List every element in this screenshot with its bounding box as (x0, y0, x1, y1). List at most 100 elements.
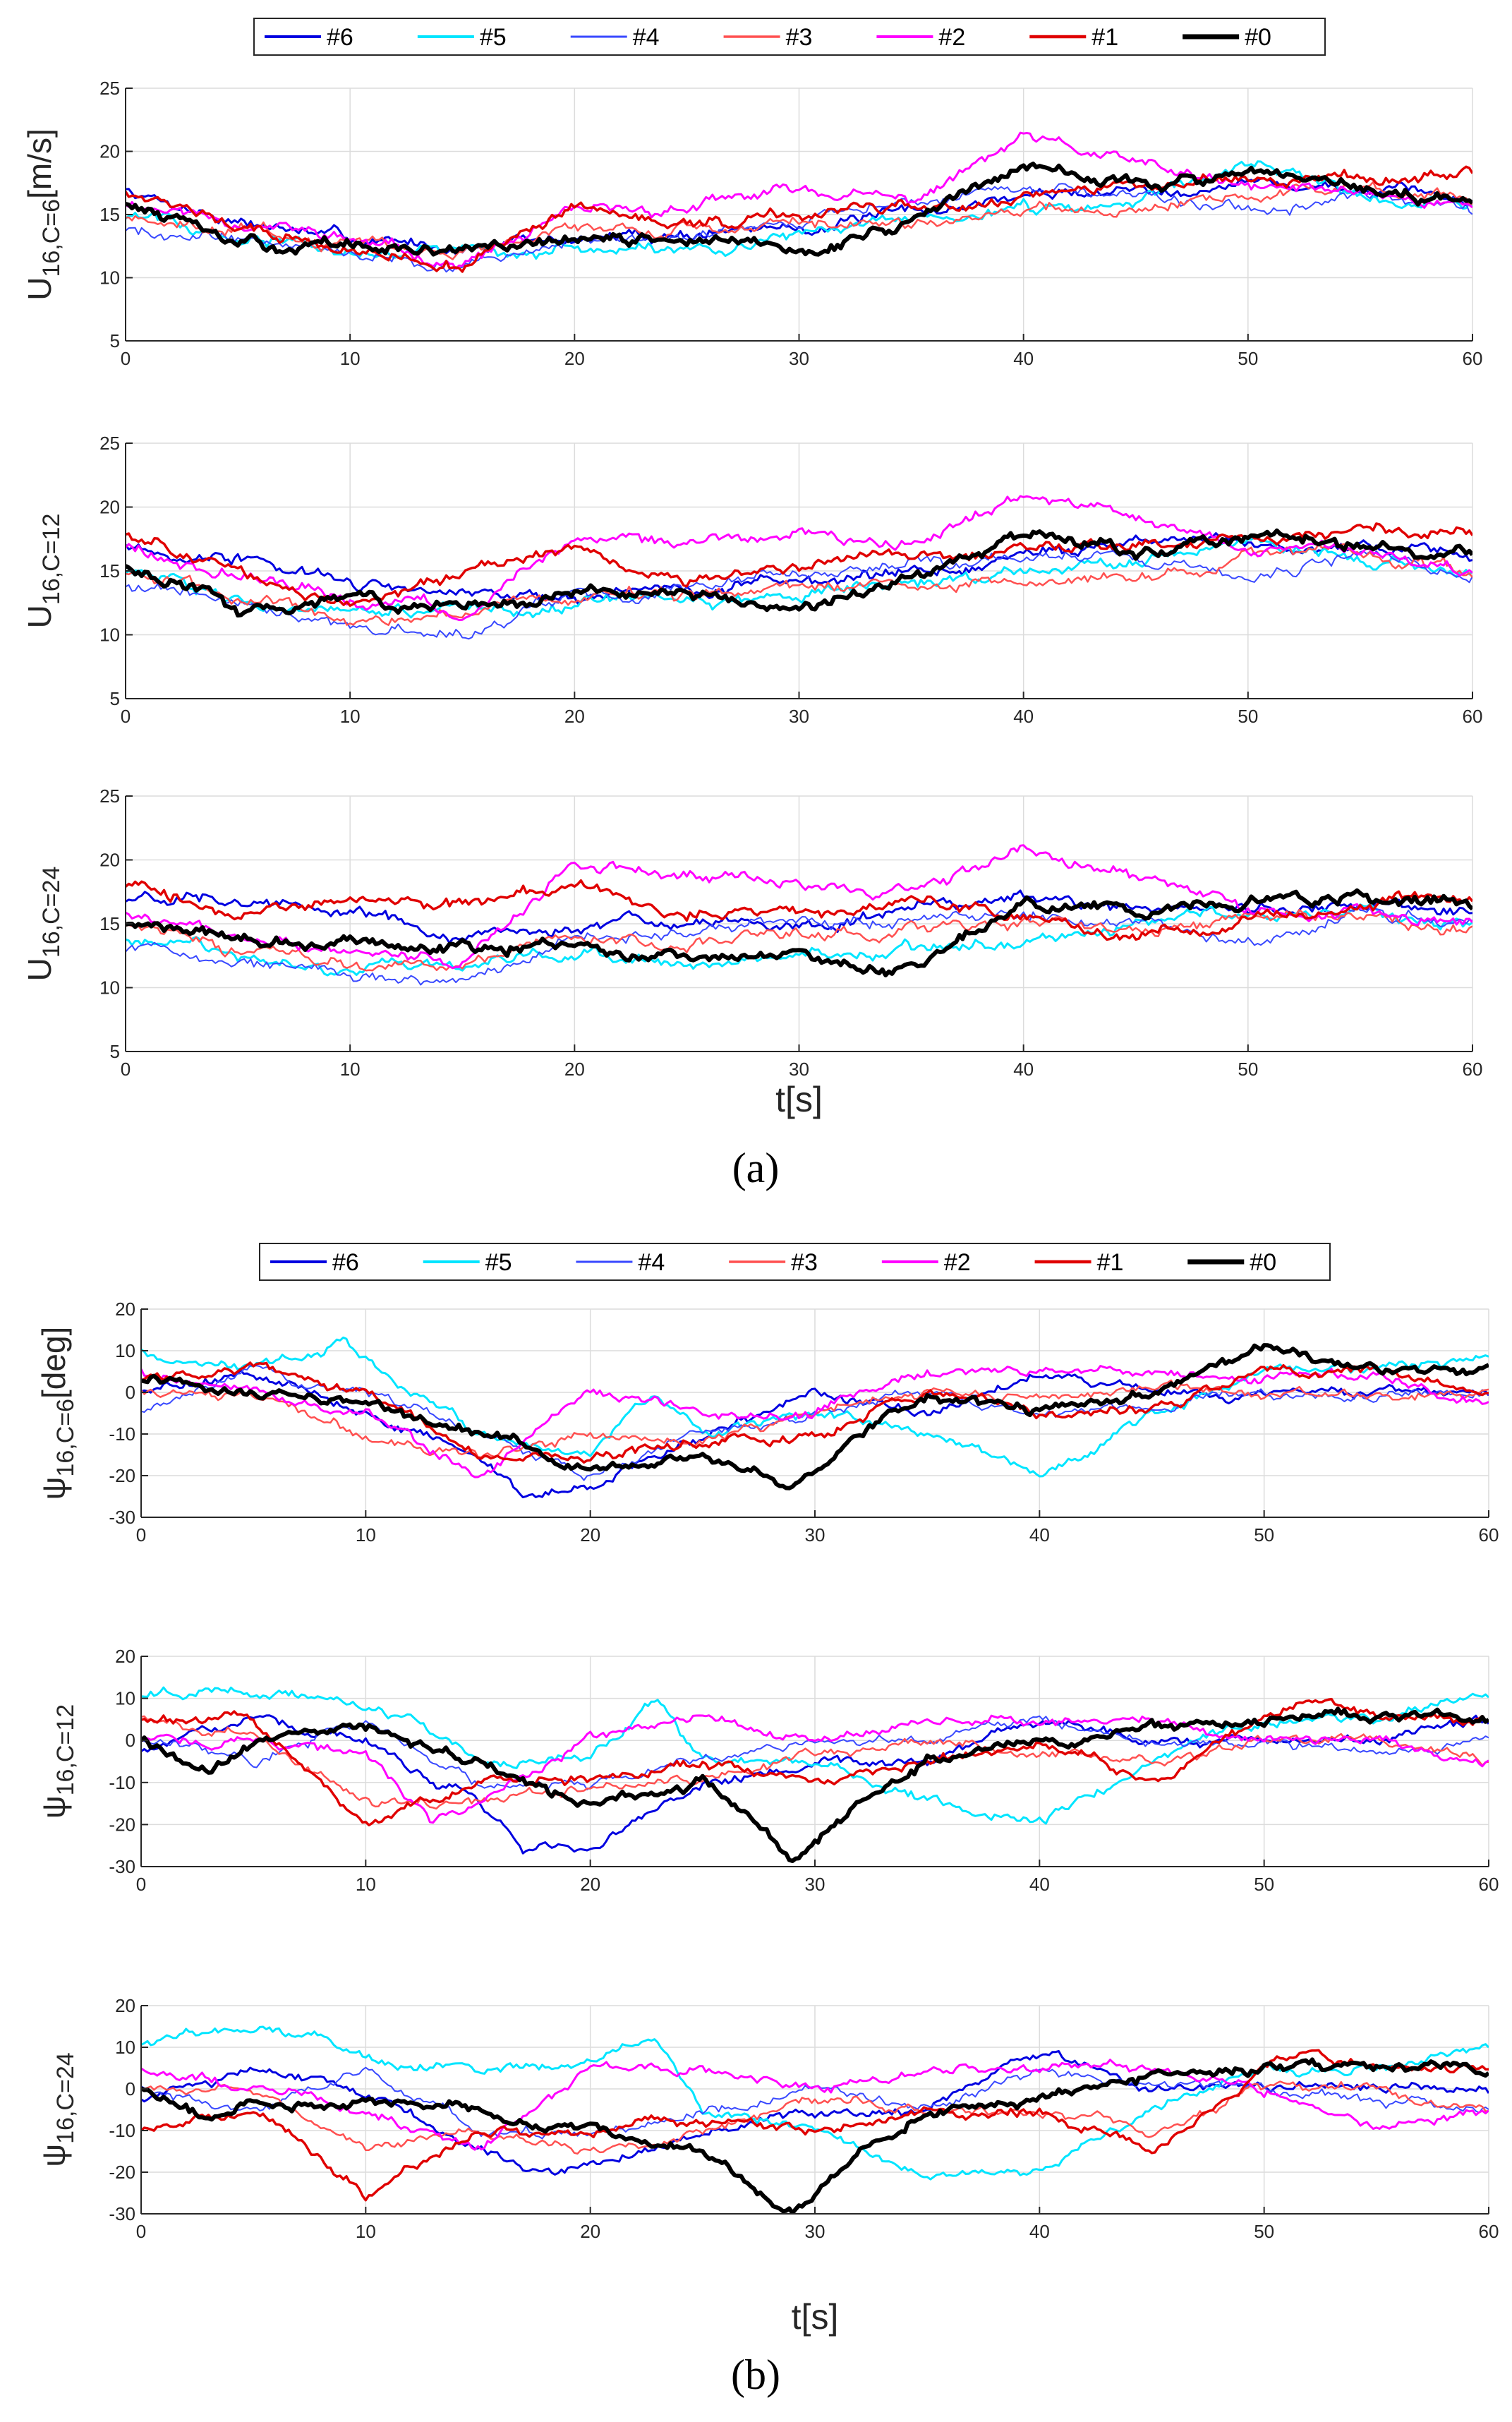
series-line (126, 532, 1472, 605)
y-axis-label-subscript: 16,C=24 (52, 2052, 79, 2144)
x-tick-label: 30 (789, 1059, 809, 1080)
x-tick-label: 60 (1463, 1059, 1483, 1080)
series-line (126, 879, 1472, 941)
y-tick-label: 20 (99, 850, 120, 871)
y-tick-label: -20 (109, 1465, 135, 1486)
series-line (141, 1715, 1489, 1790)
y-axis-label: U16,C=24 (21, 867, 65, 982)
series-line (126, 131, 1472, 270)
y-tick-label: 10 (115, 1688, 135, 1709)
x-tick-label: 40 (1013, 1059, 1034, 1080)
y-tick-label: 10 (99, 977, 120, 999)
series-line (126, 543, 1472, 626)
y-tick-label: 15 (99, 204, 120, 225)
legend-label: #5 (485, 1249, 512, 1276)
subplot: 0 10 20 30 40 50 60 5 10 15 20 25 U16,C=6[m/s] (21, 78, 1482, 369)
series-line (126, 162, 1472, 257)
x-tick-label: 60 (1479, 1524, 1499, 1546)
legend-label: #3 (786, 24, 813, 51)
series-group (141, 1686, 1489, 1863)
x-tick-label: 0 (136, 1874, 146, 1895)
x-tick-label: 10 (356, 2221, 376, 2242)
y-tick-label: -10 (109, 1772, 135, 1793)
x-axis-label: t[s] (792, 2297, 839, 2337)
y-axis-label-main: ψ (35, 1477, 72, 1500)
y-axis-label-main: U (21, 277, 58, 301)
series-group (126, 844, 1472, 986)
y-tick-label: 25 (99, 433, 120, 454)
series-line (141, 1714, 1489, 1824)
y-tick-label: 10 (99, 267, 120, 289)
panel-label: (a) (732, 1145, 780, 1191)
series-group (126, 495, 1472, 640)
series-group (141, 2025, 1489, 2214)
y-tick-label: 0 (126, 2078, 135, 2099)
subplot: 0 10 20 30 40 50 60 5 10 15 20 25 U16,C=12 (21, 433, 1482, 727)
y-axis-label-main: U (21, 958, 58, 981)
y-tick-label: 10 (115, 2037, 135, 2058)
x-tick-label: 40 (1029, 1874, 1050, 1895)
x-tick-label: 20 (564, 706, 585, 727)
y-tick-label: -20 (109, 1814, 135, 1835)
x-tick-label: 10 (356, 1524, 376, 1546)
y-tick-label: 25 (99, 78, 120, 99)
series-line (126, 888, 1472, 977)
y-axis-label: ψ16,C=12 (35, 1704, 79, 1819)
y-axis-label-main: ψ (35, 2144, 72, 2167)
x-tick-label: 0 (136, 1524, 146, 1546)
series-line (141, 1369, 1489, 1499)
series-line (141, 2080, 1489, 2155)
series-line (126, 165, 1472, 273)
legend-label: #2 (944, 1249, 971, 1276)
y-tick-label: 15 (99, 913, 120, 934)
legend-label: #4 (638, 1249, 665, 1276)
x-tick-label: 50 (1238, 1059, 1258, 1080)
y-tick-label: 20 (99, 141, 120, 162)
legend-label: #4 (633, 24, 660, 51)
x-tick-label: 10 (340, 348, 361, 369)
y-tick-label: 0 (126, 1382, 135, 1403)
legend-label: #1 (1091, 24, 1118, 51)
legend-label: #2 (938, 24, 965, 51)
series-line (141, 2057, 1489, 2214)
x-tick-label: 30 (805, 2221, 825, 2242)
series-line (141, 1361, 1489, 1464)
y-axis-label: ψ16,C=24 (35, 2052, 79, 2167)
y-tick-label: 20 (115, 1646, 135, 1667)
series-line (126, 903, 1472, 977)
y-axis-label-unit: [deg] (35, 1327, 72, 1399)
x-axis-label: t[s] (775, 1080, 823, 1119)
x-tick-label: 20 (580, 2221, 600, 2242)
y-axis-label-subscript: 16,C=24 (38, 867, 65, 958)
series-group (141, 1336, 1489, 1499)
x-tick-label: 60 (1479, 1874, 1499, 1895)
legend-label: #5 (480, 24, 507, 51)
subplot: 0 10 20 30 40 50 60 -30 -20 -10 0 10 20 ψ16,C=12 (35, 1646, 1499, 1895)
x-tick-label: 40 (1013, 706, 1034, 727)
x-tick-label: 30 (805, 1524, 825, 1546)
legend-label: #3 (791, 1249, 818, 1276)
series-line (141, 1343, 1489, 1490)
x-tick-label: 40 (1013, 348, 1034, 369)
x-tick-label: 10 (340, 706, 361, 727)
series-line (126, 528, 1472, 617)
series-line (126, 550, 1472, 640)
series-line (141, 1706, 1489, 1863)
x-tick-label: 60 (1479, 2221, 1499, 2242)
x-tick-label: 0 (121, 706, 131, 727)
legend-label: #0 (1250, 1249, 1276, 1276)
y-tick-label: 5 (110, 1041, 120, 1062)
x-tick-label: 30 (789, 348, 809, 369)
x-tick-label: 50 (1254, 1524, 1274, 1546)
x-tick-label: 0 (121, 348, 131, 369)
y-axis-label-main: U (21, 605, 58, 628)
y-tick-label: -30 (109, 1507, 135, 1528)
legend-label: #1 (1097, 1249, 1124, 1276)
y-tick-label: 20 (99, 497, 120, 518)
legend-label: #6 (332, 1249, 359, 1276)
x-tick-label: 0 (136, 2221, 146, 2242)
series-line (141, 1697, 1489, 1826)
series-line (126, 160, 1472, 260)
series-line (126, 905, 1472, 986)
